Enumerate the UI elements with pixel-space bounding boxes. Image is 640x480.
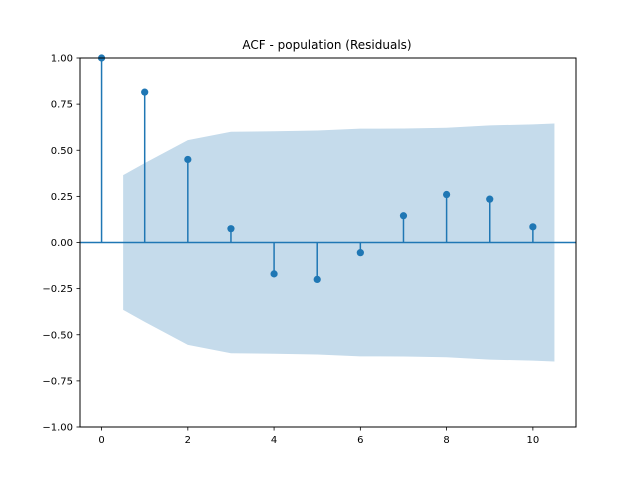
acf-point-lag-8	[443, 190, 451, 199]
acf-point-lag-3	[227, 225, 235, 233]
y-tick-label: −0.75	[42, 376, 73, 387]
x-tick-label: 4	[271, 435, 277, 446]
acf-point-lag-1	[141, 88, 149, 96]
y-tick-label: −0.25	[42, 284, 73, 295]
chart-title: ACF - population (Residuals)	[242, 38, 411, 52]
acf-point-lag-5	[313, 275, 321, 283]
x-tick-label: 0	[98, 435, 104, 446]
acf-point-lag-4	[270, 270, 278, 278]
acf-point-lag-10	[529, 223, 537, 231]
y-tick-label: −1.00	[42, 423, 73, 434]
y-tick-label: 0.00	[51, 238, 73, 249]
x-tick-label: 10	[527, 435, 540, 446]
y-tick-label: 0.25	[51, 192, 73, 203]
acf-point-lag-6	[356, 249, 364, 257]
x-tick-label: 8	[443, 435, 449, 446]
x-tick-label: 2	[185, 435, 191, 446]
y-tick-label: 0.50	[51, 146, 73, 157]
x-axis-ticks: 0 2 4 6 8 10	[98, 427, 539, 446]
acf-point-lag-7	[399, 212, 408, 220]
y-tick-label: 1.00	[51, 54, 73, 65]
acf-point-lag-9	[486, 195, 494, 203]
x-tick-label: 6	[357, 435, 363, 446]
y-axis-ticks: −1.00 −0.75 −0.50 −0.25 0.00 0.25 0.50 0.75 1.00	[42, 54, 80, 434]
acf-point-lag-2	[184, 155, 192, 164]
stem-layer	[80, 54, 576, 283]
y-tick-label: −0.50	[42, 330, 73, 341]
y-tick-label: 0.75	[51, 100, 73, 111]
